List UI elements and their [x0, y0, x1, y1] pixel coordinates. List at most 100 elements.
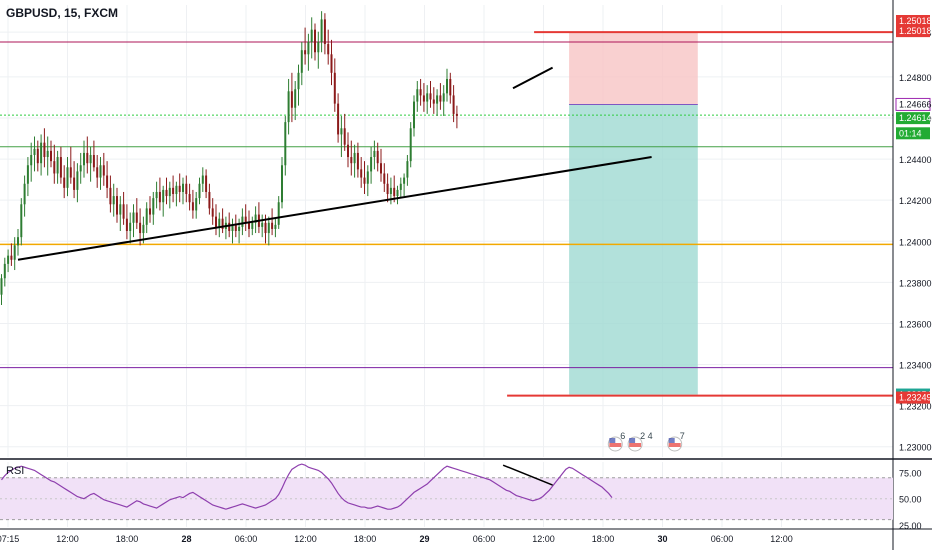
candle-body	[294, 89, 297, 108]
rsi-tick-label: 25.00	[899, 521, 922, 531]
candle-body	[185, 183, 188, 195]
candle-body	[46, 150, 49, 158]
price-badge	[896, 112, 930, 125]
candle-body	[274, 224, 277, 229]
candle-body	[380, 163, 382, 174]
price-badge	[896, 15, 930, 27]
candle-body	[132, 212, 135, 223]
candle-body	[195, 198, 198, 211]
candle-body	[304, 50, 307, 55]
price-badge	[896, 25, 930, 38]
candle-body	[442, 93, 445, 102]
candle-body	[86, 152, 89, 164]
time-tick-label: 18:00	[116, 534, 139, 544]
candle-body	[327, 44, 330, 55]
candle-body	[10, 255, 13, 260]
event-marker-flag-canton	[668, 438, 675, 443]
candle-body	[33, 148, 36, 155]
candle-body	[254, 214, 257, 223]
candle-body	[297, 72, 300, 90]
candle-body	[211, 208, 214, 217]
candle-body	[264, 222, 267, 234]
candle-body	[43, 142, 46, 158]
candle-body	[432, 99, 435, 104]
candle-body	[271, 222, 274, 229]
candle-body	[221, 218, 224, 229]
candle-body	[389, 187, 392, 195]
candle-body	[455, 113, 458, 116]
candle-body	[142, 224, 145, 234]
candle-body	[353, 152, 356, 164]
price-badge-label: 1.25018	[899, 16, 932, 26]
candle-body	[208, 191, 211, 209]
candle-body	[373, 150, 376, 158]
candle-body	[251, 222, 254, 229]
candle-body	[26, 165, 29, 184]
candle-body	[13, 245, 16, 260]
event-marker-flag-stripe	[668, 443, 681, 447]
candle-body	[356, 152, 359, 170]
candle-body	[320, 19, 323, 42]
candle-body	[89, 154, 92, 164]
time-tick-label: 12:00	[770, 534, 793, 544]
candle-body	[198, 183, 201, 199]
candle-body	[439, 95, 442, 102]
candle-body	[386, 183, 389, 195]
candle-body	[116, 196, 118, 215]
candle-body	[340, 128, 343, 135]
candle-body	[413, 101, 415, 129]
candle-body	[403, 177, 406, 184]
candle-body	[363, 177, 366, 184]
candle-body	[310, 29, 313, 42]
candle-body	[337, 103, 340, 135]
candle-body	[347, 144, 349, 158]
candle-body	[99, 165, 102, 178]
candle-body	[333, 72, 336, 104]
trendline	[17, 156, 652, 261]
candle-body	[446, 78, 448, 94]
price-badge-label: 1.24666	[899, 99, 932, 109]
candle-body	[92, 154, 95, 168]
candle-body	[277, 202, 280, 225]
time-tick-label: 06:00	[711, 534, 734, 544]
candle-body	[152, 198, 155, 215]
candle-body	[307, 41, 310, 55]
price-badge	[895, 97, 931, 111]
candle-body	[419, 89, 422, 96]
price-tick-label: 1.24200	[899, 196, 932, 206]
candle-body	[129, 222, 132, 231]
trendline	[512, 66, 554, 90]
time-tick-label: 28	[181, 534, 191, 544]
candle-body	[17, 237, 19, 246]
candle-body	[112, 196, 115, 205]
candle-body	[281, 165, 283, 203]
candle-body	[139, 222, 142, 234]
candle-body	[429, 93, 432, 100]
candle-body	[76, 171, 79, 190]
candle-body	[366, 171, 369, 184]
candle-body	[20, 204, 23, 238]
candle-body	[234, 224, 237, 231]
candle-body	[396, 189, 399, 197]
candle-body	[383, 173, 386, 184]
event-marker-count: 7	[680, 431, 685, 441]
candle-body	[56, 157, 59, 174]
candle-body	[215, 216, 217, 227]
candle-body	[165, 189, 168, 197]
candle-body	[102, 165, 105, 176]
candle-body	[155, 191, 158, 199]
event-marker-count: 6	[620, 431, 625, 441]
candle-body	[66, 167, 69, 188]
take-profit-zone	[569, 104, 698, 395]
time-tick-label: 18:00	[592, 534, 615, 544]
candle-body	[191, 202, 194, 211]
candle-body	[63, 177, 66, 188]
price-badge-label: 1.23249	[899, 393, 932, 403]
price-badge	[896, 127, 930, 140]
candle-body	[79, 165, 82, 172]
candle-body	[409, 128, 412, 162]
candle-body	[323, 19, 326, 45]
rsi-title: RSI	[6, 465, 25, 477]
